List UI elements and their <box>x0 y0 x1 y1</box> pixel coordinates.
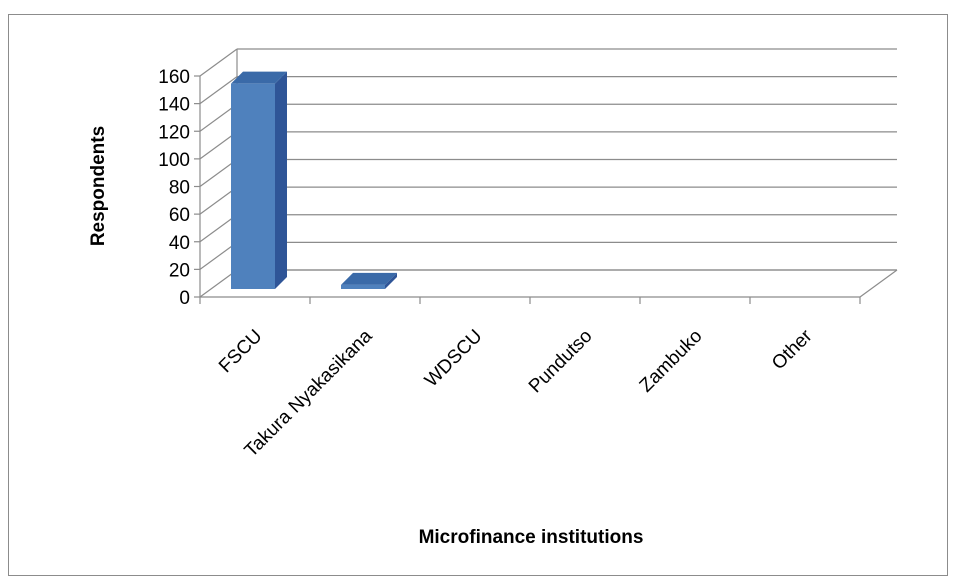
x-category-label: Other <box>768 325 817 374</box>
bar-front <box>231 83 275 289</box>
y-tick-label: 120 <box>158 122 190 143</box>
y-tick-label: 0 <box>179 288 190 309</box>
bar-front <box>341 284 385 289</box>
gridline-diagonal <box>199 159 238 187</box>
y-tick-label: 80 <box>169 178 190 199</box>
x-category-label: Pundutso <box>525 326 597 398</box>
gridline-diagonal <box>199 48 238 77</box>
chart-frame <box>8 14 948 576</box>
bar-top <box>341 272 397 285</box>
gridline-diagonal <box>199 269 238 298</box>
bar-side <box>275 71 287 289</box>
gridline-diagonal <box>199 131 238 160</box>
bar <box>341 272 397 289</box>
y-tick-labels: 0 20 40 60 80 100 120 140 160 <box>158 67 190 309</box>
axes <box>194 49 898 304</box>
y-tick-label: 40 <box>169 233 190 254</box>
gridline-diagonal <box>199 186 238 215</box>
y-tick-label: 140 <box>158 95 190 116</box>
gridlines <box>199 48 897 298</box>
y-tick-label: 20 <box>169 260 190 281</box>
gridline-diagonal <box>199 241 238 270</box>
y-axis-title: Respondents <box>88 126 109 246</box>
bar-top <box>231 71 287 84</box>
y-tick-label: 100 <box>158 150 190 171</box>
y-tick-label: 60 <box>169 205 190 226</box>
gridline-diagonal <box>199 214 238 243</box>
gridline-diagonal <box>199 103 238 132</box>
x-axis-title: Microfinance institutions <box>419 527 644 548</box>
y-tick-label: 160 <box>158 67 190 88</box>
x-category-label: Zambuko <box>636 326 707 397</box>
gridline-diagonal <box>199 76 238 105</box>
x-category-label: FSCU <box>215 326 266 377</box>
bar-side <box>385 272 397 289</box>
floor-right-edge <box>859 269 898 298</box>
bars <box>231 71 397 289</box>
bar <box>231 71 287 289</box>
x-category-label: WDSCU <box>421 326 487 392</box>
